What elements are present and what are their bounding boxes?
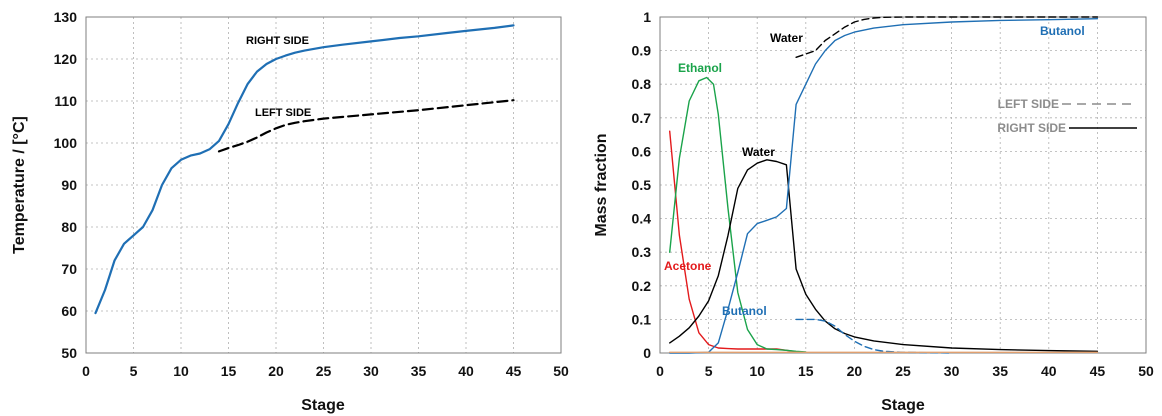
x-axis-title: Stage xyxy=(881,397,925,414)
y-tick-label: 50 xyxy=(61,345,77,361)
series-lines xyxy=(94,24,515,315)
y-tick-label: 110 xyxy=(54,93,77,109)
x-tick-label: 30 xyxy=(944,363,960,379)
x-tick-label: 45 xyxy=(506,363,522,379)
series-line-ethanol xyxy=(669,76,807,353)
mass-fraction-chart: 0 5 10 15 20 25 30 35 40 45 50 0 0.1 0.2 0.3 0.4 0.5 0.6… xyxy=(593,9,1154,414)
series-lines xyxy=(669,16,1099,354)
x-tick-labels: 0 5 10 15 20 25 30 35 40 45 50 xyxy=(656,363,1154,379)
y-tick-label: 0 xyxy=(643,345,651,361)
x-tick-label: 20 xyxy=(268,363,284,379)
y-tick-label: 120 xyxy=(54,51,78,67)
legend: LEFT SIDE RIGHT SIDE xyxy=(997,97,1137,135)
x-tick-label: 40 xyxy=(1041,363,1057,379)
y-tick-label: 1 xyxy=(643,9,651,25)
y-tick-label: 0.6 xyxy=(632,143,652,159)
y-tick-label: 0.8 xyxy=(632,76,652,92)
x-tick-label: 35 xyxy=(411,363,427,379)
grid xyxy=(86,17,561,353)
temperature-chart: 0 5 10 15 20 25 30 35 40 45 50 50 60 70 80 90 100 110 120… xyxy=(11,9,569,414)
x-tick-label: 45 xyxy=(1090,363,1106,379)
x-tick-label: 0 xyxy=(82,363,90,379)
x-tick-labels: 0 5 10 15 20 25 30 35 40 45 50 xyxy=(82,363,569,379)
grid xyxy=(660,17,1146,353)
y-tick-label: 60 xyxy=(61,303,77,319)
series-line-water-left-side xyxy=(795,16,1099,58)
plot-frame xyxy=(85,16,562,354)
x-tick-label: 50 xyxy=(1138,363,1154,379)
series-line-butanol xyxy=(669,18,1099,354)
y-tick-labels: 50 60 70 80 90 100 110 120 130 xyxy=(54,9,78,361)
series-line-butanol-left-side xyxy=(795,318,953,354)
y-tick-label: 0.3 xyxy=(632,244,652,260)
x-axis-title: Stage xyxy=(301,397,345,414)
x-tick-label: 15 xyxy=(798,363,814,379)
annotation-right-side: RIGHT SIDE xyxy=(246,35,309,47)
series-line-right-side xyxy=(94,24,515,315)
x-tick-label: 0 xyxy=(656,363,664,379)
y-tick-label: 0.7 xyxy=(632,110,652,126)
x-tick-label: 5 xyxy=(705,363,713,379)
x-tick-label: 15 xyxy=(221,363,237,379)
x-tick-label: 25 xyxy=(316,363,332,379)
legend-label-right-side: RIGHT SIDE xyxy=(997,121,1066,135)
y-axis-title: Temperature / [°C] xyxy=(11,116,28,254)
x-tick-label: 40 xyxy=(458,363,474,379)
series-line-left-side xyxy=(217,99,515,153)
x-tick-label: 35 xyxy=(992,363,1008,379)
annotation-water-top: Water xyxy=(770,31,803,45)
y-tick-label: 90 xyxy=(61,177,77,193)
y-tick-label: 80 xyxy=(61,219,77,235)
legend-label-left-side: LEFT SIDE xyxy=(998,97,1059,111)
x-tick-label: 10 xyxy=(173,363,189,379)
y-tick-label: 0.5 xyxy=(632,177,652,193)
y-tick-label: 130 xyxy=(54,9,78,25)
annotation-ethanol: Ethanol xyxy=(678,61,722,75)
annotation-left-side: LEFT SIDE xyxy=(255,107,311,119)
annotation-acetone: Acetone xyxy=(664,259,712,273)
annotation-butanol-top: Butanol xyxy=(1040,24,1085,38)
y-tick-label: 0.9 xyxy=(632,43,652,59)
annotation-butanol-low: Butanol xyxy=(722,304,767,318)
y-tick-label: 70 xyxy=(61,261,77,277)
x-tick-label: 30 xyxy=(363,363,379,379)
y-tick-label: 100 xyxy=(54,135,78,151)
y-tick-label: 0.4 xyxy=(632,211,652,227)
y-tick-label: 0.2 xyxy=(632,278,652,294)
y-tick-labels: 0 0.1 0.2 0.3 0.4 0.5 0.6 0.7 0.8 0.9 1 xyxy=(632,9,652,361)
x-tick-label: 20 xyxy=(847,363,863,379)
x-tick-label: 10 xyxy=(749,363,765,379)
y-axis-title: Mass fraction xyxy=(593,133,610,236)
y-tick-label: 0.1 xyxy=(632,311,652,327)
x-tick-label: 25 xyxy=(895,363,911,379)
series-line-water xyxy=(669,159,1099,352)
x-tick-label: 50 xyxy=(553,363,569,379)
annotation-water-mid: Water xyxy=(742,145,775,159)
x-tick-label: 5 xyxy=(130,363,138,379)
